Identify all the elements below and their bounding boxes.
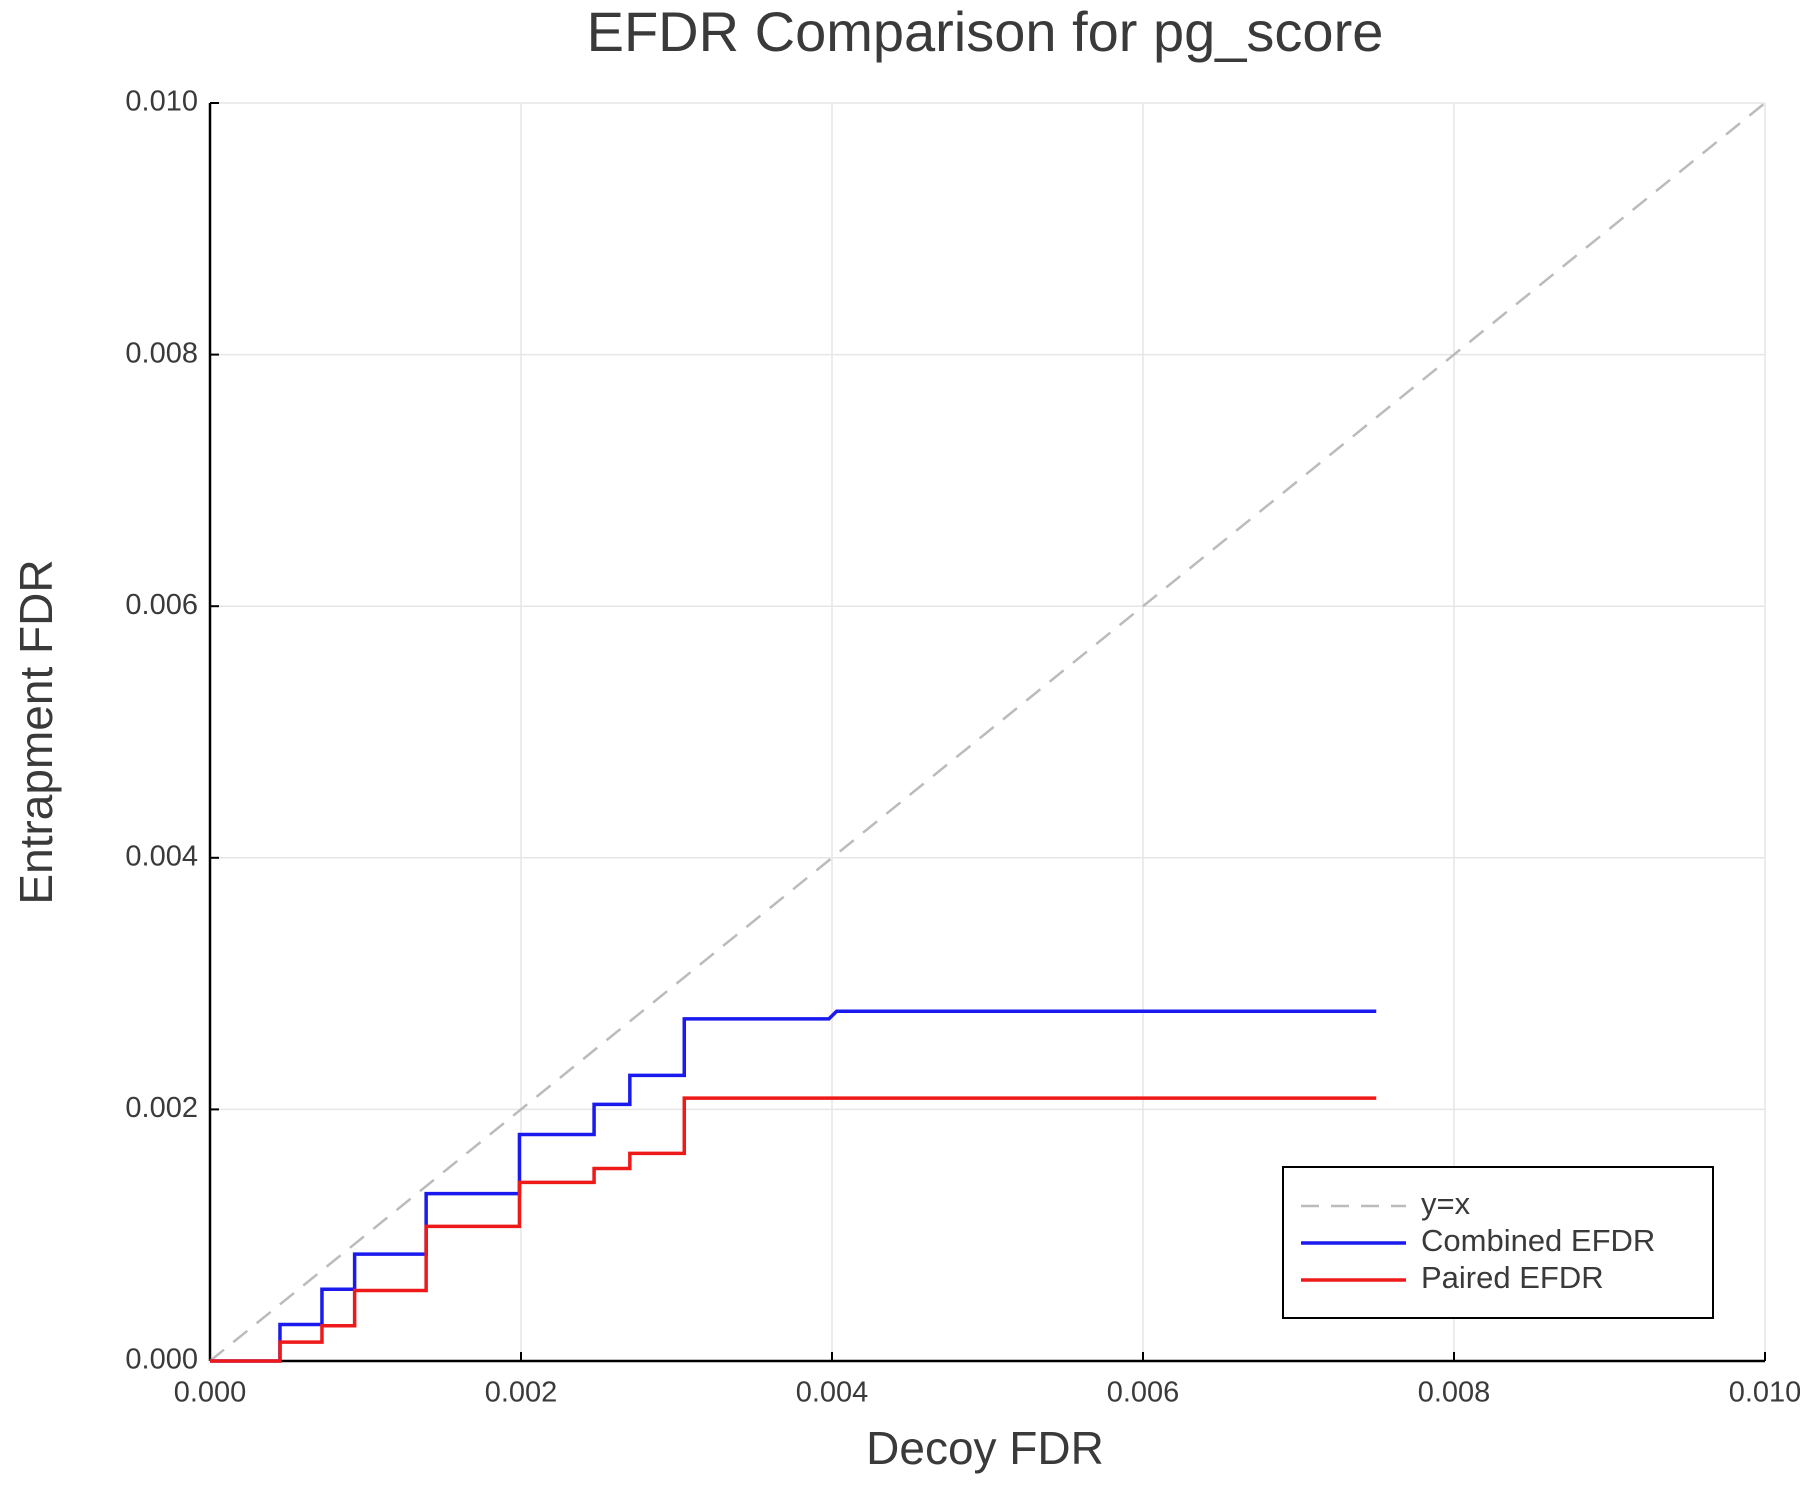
y-tick-label: 0.002	[125, 1092, 198, 1124]
legend-label: Paired EFDR	[1421, 1260, 1604, 1295]
x-tick-label: 0.002	[485, 1377, 558, 1409]
x-tick-label: 0.010	[1729, 1377, 1800, 1409]
x-tick-label: 0.008	[1418, 1377, 1491, 1409]
x-tick-label: 0.004	[796, 1377, 869, 1409]
x-tick-label: 0.000	[174, 1377, 247, 1409]
series-line	[209, 102, 1766, 1362]
legend-label: Combined EFDR	[1421, 1223, 1655, 1258]
x-tick-label: 0.006	[1107, 1377, 1180, 1409]
y-tick-label: 0.006	[125, 589, 198, 621]
y-tick-label: 0.010	[125, 86, 198, 118]
series-line	[210, 1009, 1377, 1363]
legend-label: y=x	[1421, 1186, 1471, 1221]
y-axis-label: Entrapment FDR	[10, 559, 62, 904]
y-tick-label: 0.004	[125, 840, 198, 872]
series-line	[210, 1096, 1377, 1363]
x-axis-label: Decoy FDR	[866, 1422, 1104, 1474]
y-tick-label: 0.000	[125, 1344, 198, 1376]
chart-title: EFDR Comparison for pg_score	[587, 0, 1384, 63]
y-tick-label: 0.008	[125, 337, 198, 369]
